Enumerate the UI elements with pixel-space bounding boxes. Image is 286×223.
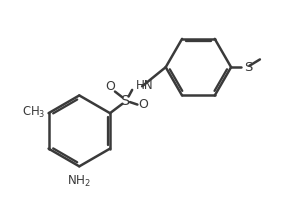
- Text: O: O: [138, 98, 148, 111]
- Text: HN: HN: [136, 79, 153, 92]
- Text: S: S: [244, 61, 252, 74]
- Text: O: O: [105, 80, 115, 93]
- Text: CH$_3$: CH$_3$: [22, 105, 45, 120]
- Text: S: S: [122, 94, 131, 108]
- Text: NH$_2$: NH$_2$: [67, 174, 91, 189]
